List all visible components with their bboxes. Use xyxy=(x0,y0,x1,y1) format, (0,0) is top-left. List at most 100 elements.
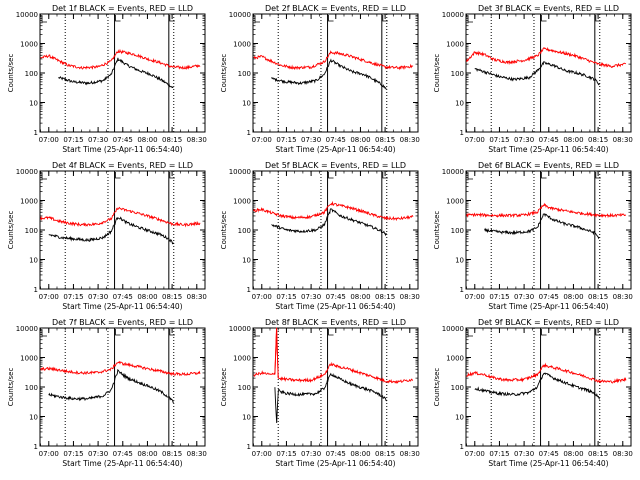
start-bracket xyxy=(467,16,473,23)
y-tick-label: 1000 xyxy=(20,198,38,206)
x-tick-label: 07:00 xyxy=(465,293,485,301)
y-tick-label: 10000 xyxy=(16,168,38,176)
x-tick-label: 07:30 xyxy=(301,450,321,458)
y-tick-label: 10 xyxy=(29,257,38,265)
plot-frame xyxy=(39,170,206,290)
y-tick-label: 10 xyxy=(242,414,251,422)
y-tick-label: 10000 xyxy=(442,168,464,176)
x-tick-label: 08:30 xyxy=(400,136,420,144)
marker-bracket xyxy=(169,172,175,179)
y-tick-label: 1 xyxy=(34,129,38,137)
panel-1: Det 1f BLACK = Events, RED = LLD 1 10 100 10… xyxy=(7,4,207,154)
y-tick-label: 10000 xyxy=(229,11,251,19)
x-axis-label: Start Time (25-Apr-11 06:54:40) xyxy=(62,145,182,154)
x-tick-label: 07:30 xyxy=(514,293,534,301)
x-tick-label: 07:30 xyxy=(514,450,534,458)
plot-frame xyxy=(252,327,419,447)
marker-bracket xyxy=(382,329,388,336)
lld-trace xyxy=(40,206,201,228)
x-tick-label: 08:30 xyxy=(187,293,207,301)
y-axis-label: Counts/sec xyxy=(7,368,15,407)
marker-bracket xyxy=(382,15,388,22)
y-tick-label: 10 xyxy=(29,414,38,422)
y-tick-label: 1 xyxy=(34,286,38,294)
x-axis-label: Start Time (25-Apr-11 06:54:40) xyxy=(275,145,395,154)
x-tick-label: 07:45 xyxy=(539,136,559,144)
x-tick-label: 08:30 xyxy=(613,293,633,301)
x-tick-label: 07:30 xyxy=(88,293,108,301)
y-tick-label: 1 xyxy=(247,443,251,451)
marker-bracket xyxy=(115,329,121,336)
x-tick-label: 07:45 xyxy=(113,293,133,301)
y-axis-label: Counts/sec xyxy=(220,368,228,407)
x-axis-label: Start Time (25-Apr-11 06:54:40) xyxy=(62,302,182,311)
panel-title: Det 4f BLACK = Events, RED = LLD xyxy=(52,161,193,170)
marker-bracket xyxy=(169,329,175,336)
spike-segment xyxy=(274,327,278,374)
x-tick-label: 08:15 xyxy=(588,450,608,458)
x-tick-label: 07:15 xyxy=(63,450,83,458)
y-tick-label: 100 xyxy=(25,70,38,78)
x-tick-label: 07:45 xyxy=(326,450,346,458)
marker-bracket xyxy=(328,172,334,179)
x-tick-label: 07:15 xyxy=(276,450,296,458)
x-tick-label: 08:00 xyxy=(350,450,370,458)
x-tick-label: 08:00 xyxy=(563,136,583,144)
marker-bracket xyxy=(328,329,334,336)
plot-frame xyxy=(39,327,206,447)
y-tick-label: 10000 xyxy=(442,11,464,19)
lld-trace xyxy=(40,360,201,377)
y-tick-label: 1000 xyxy=(233,41,251,49)
events-trace xyxy=(484,213,600,240)
x-tick-label: 08:15 xyxy=(588,136,608,144)
start-bracket xyxy=(254,173,260,180)
start-bracket xyxy=(467,173,473,180)
y-tick-label: 1 xyxy=(460,443,464,451)
y-tick-label: 10 xyxy=(455,100,464,108)
y-tick-label: 1000 xyxy=(20,41,38,49)
x-tick-label: 08:15 xyxy=(162,136,182,144)
x-tick-label: 07:15 xyxy=(489,450,509,458)
panel-8: Det 8f BLACK = Events, RED = LLD 1 10 100 10… xyxy=(220,318,420,468)
y-tick-label: 1000 xyxy=(446,355,464,363)
y-tick-label: 1 xyxy=(34,443,38,451)
events-trace xyxy=(48,368,175,404)
y-tick-label: 1000 xyxy=(20,355,38,363)
x-tick-label: 07:00 xyxy=(252,136,272,144)
x-tick-label: 08:15 xyxy=(375,293,395,301)
events-trace xyxy=(48,216,175,245)
x-tick-label: 08:00 xyxy=(137,136,157,144)
y-tick-label: 10000 xyxy=(442,325,464,333)
panel-5: Det 5f BLACK = Events, RED = LLD 1 10 100 10… xyxy=(220,161,420,311)
marker-bracket xyxy=(328,15,334,22)
panel-3: Det 3f BLACK = Events, RED = LLD 1 10 100 10… xyxy=(433,4,633,154)
start-bracket xyxy=(41,16,47,23)
panel-2: Det 2f BLACK = Events, RED = LLD 1 10 100 10… xyxy=(220,4,420,154)
y-tick-label: 10 xyxy=(242,100,251,108)
panel-title: Det 3f BLACK = Events, RED = LLD xyxy=(478,4,619,13)
x-tick-label: 07:15 xyxy=(276,293,296,301)
x-tick-label: 07:45 xyxy=(326,293,346,301)
start-bracket xyxy=(41,330,47,337)
panel-title: Det 2f BLACK = Events, RED = LLD xyxy=(265,4,406,13)
y-tick-label: 1000 xyxy=(446,198,464,206)
marker-bracket xyxy=(595,172,601,179)
x-tick-label: 08:00 xyxy=(137,450,157,458)
panel-title: Det 8f BLACK = Events, RED = LLD xyxy=(265,318,406,327)
y-tick-label: 100 xyxy=(25,384,38,392)
panel-title: Det 1f BLACK = Events, RED = LLD xyxy=(52,4,193,13)
y-tick-label: 1 xyxy=(247,286,251,294)
x-axis-label: Start Time (25-Apr-11 06:54:40) xyxy=(488,145,608,154)
marker-bracket xyxy=(541,329,547,336)
y-axis-label: Counts/sec xyxy=(433,54,441,93)
y-axis-label: Counts/sec xyxy=(433,368,441,407)
x-tick-label: 07:30 xyxy=(514,136,534,144)
y-tick-label: 100 xyxy=(238,227,251,235)
x-tick-label: 07:15 xyxy=(489,136,509,144)
x-tick-label: 08:15 xyxy=(162,450,182,458)
y-axis-label: Counts/sec xyxy=(220,211,228,250)
x-tick-label: 08:30 xyxy=(613,136,633,144)
panel-title: Det 9f BLACK = Events, RED = LLD xyxy=(478,318,619,327)
